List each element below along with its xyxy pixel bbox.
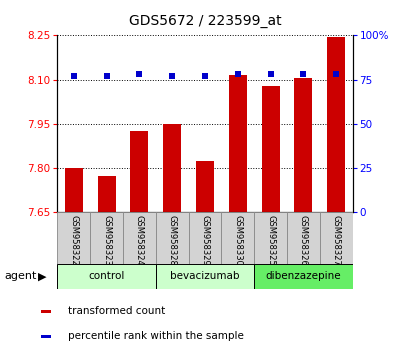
Text: GSM958329: GSM958329 [200,215,209,266]
Bar [228,75,246,212]
Point [267,72,273,77]
Point [201,73,208,79]
Text: percentile rank within the sample: percentile rank within the sample [68,331,243,341]
Bar [254,264,352,289]
Bar [221,212,254,264]
Text: GSM958325: GSM958325 [265,215,274,266]
Text: GSM958323: GSM958323 [102,215,111,266]
Bar [97,176,115,212]
Bar [254,212,286,264]
Bar [196,161,213,212]
Point [136,72,142,77]
Text: GSM958326: GSM958326 [298,215,307,266]
Bar [57,264,155,289]
Text: transformed count: transformed count [68,306,165,316]
Bar [130,131,148,212]
Bar [123,212,155,264]
Bar [57,212,90,264]
Bar [261,86,279,212]
Text: GSM958324: GSM958324 [135,215,144,266]
Point [299,72,306,77]
Text: GSM958322: GSM958322 [69,215,78,266]
Bar [90,212,123,264]
Point [70,73,77,79]
Bar [294,78,312,212]
Bar [163,124,181,212]
Bar [65,168,83,212]
Bar [41,335,51,338]
Bar [188,212,221,264]
Bar [326,37,344,212]
Text: dibenzazepine: dibenzazepine [265,272,340,281]
Bar [41,310,51,313]
Text: GDS5672 / 223599_at: GDS5672 / 223599_at [128,14,281,28]
Text: control: control [88,272,124,281]
Point [169,73,175,79]
Text: GSM958330: GSM958330 [233,215,242,266]
Text: ▶: ▶ [38,272,46,281]
Bar [155,212,188,264]
Point [103,73,110,79]
Bar [286,212,319,264]
Text: agent: agent [4,272,36,281]
Bar [319,212,352,264]
Text: GSM958328: GSM958328 [167,215,176,266]
Point [332,72,339,77]
Point [234,72,240,77]
Text: GSM958327: GSM958327 [331,215,340,266]
Bar [155,264,254,289]
Text: bevacizumab: bevacizumab [170,272,239,281]
